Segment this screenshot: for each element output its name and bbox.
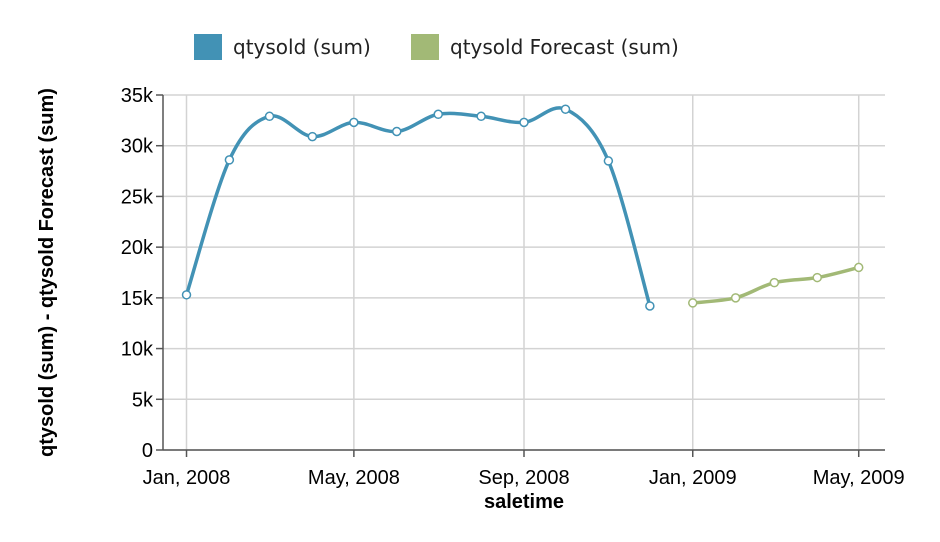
y-tick-label: 5k [132,389,154,411]
legend-swatch [194,34,222,60]
data-point [349,117,359,128]
data-point [392,126,402,137]
x-tick-label: May, 2008 [308,467,400,489]
data-point [730,293,741,303]
data-point [307,131,318,142]
y-tick-label: 25k [121,186,154,208]
y-axis-title: qtysold (sum) - qtysold Forecast (sum) [36,88,58,457]
y-tick-label: 30k [121,136,154,158]
legend-swatch [411,34,439,60]
data-point [769,277,780,288]
y-tick-label: 15k [121,288,154,310]
x-axis-title: saletime [484,491,564,513]
data-point [812,272,822,283]
x-tick-label: Sep, 2008 [478,467,569,489]
data-point [687,298,698,308]
data-point [560,104,571,114]
series-line-1 [184,106,652,308]
data-point [264,111,275,122]
data-point [603,156,614,166]
grid [163,94,885,451]
x-tick-label: May, 2009 [813,467,905,489]
y-tick-label: 35k [121,85,154,107]
data-point [645,301,655,311]
data-point [519,117,529,128]
y-tick-label: 10k [121,339,154,361]
data-point [224,155,235,165]
x-tick-label: Jan, 2009 [649,467,737,489]
data-point [181,290,192,300]
data-point [853,262,864,273]
legend-label: qtysold Forecast (sum) [450,35,679,59]
legend-label: qtysold (sum) [233,35,371,59]
x-tick-label: Jan, 2008 [143,467,231,489]
axes: 0 5k 10k 15k 20k 25k 30k 35k Jan, 2008 May, 2008 S… [121,85,905,489]
legend: qtysold (sum) qtysold Forecast (sum) [194,34,679,60]
plot-area [181,104,864,311]
y-tick-label: 20k [121,237,154,259]
data-point [433,109,443,120]
y-tick-label: 0 [142,440,153,462]
data-point [476,111,486,122]
